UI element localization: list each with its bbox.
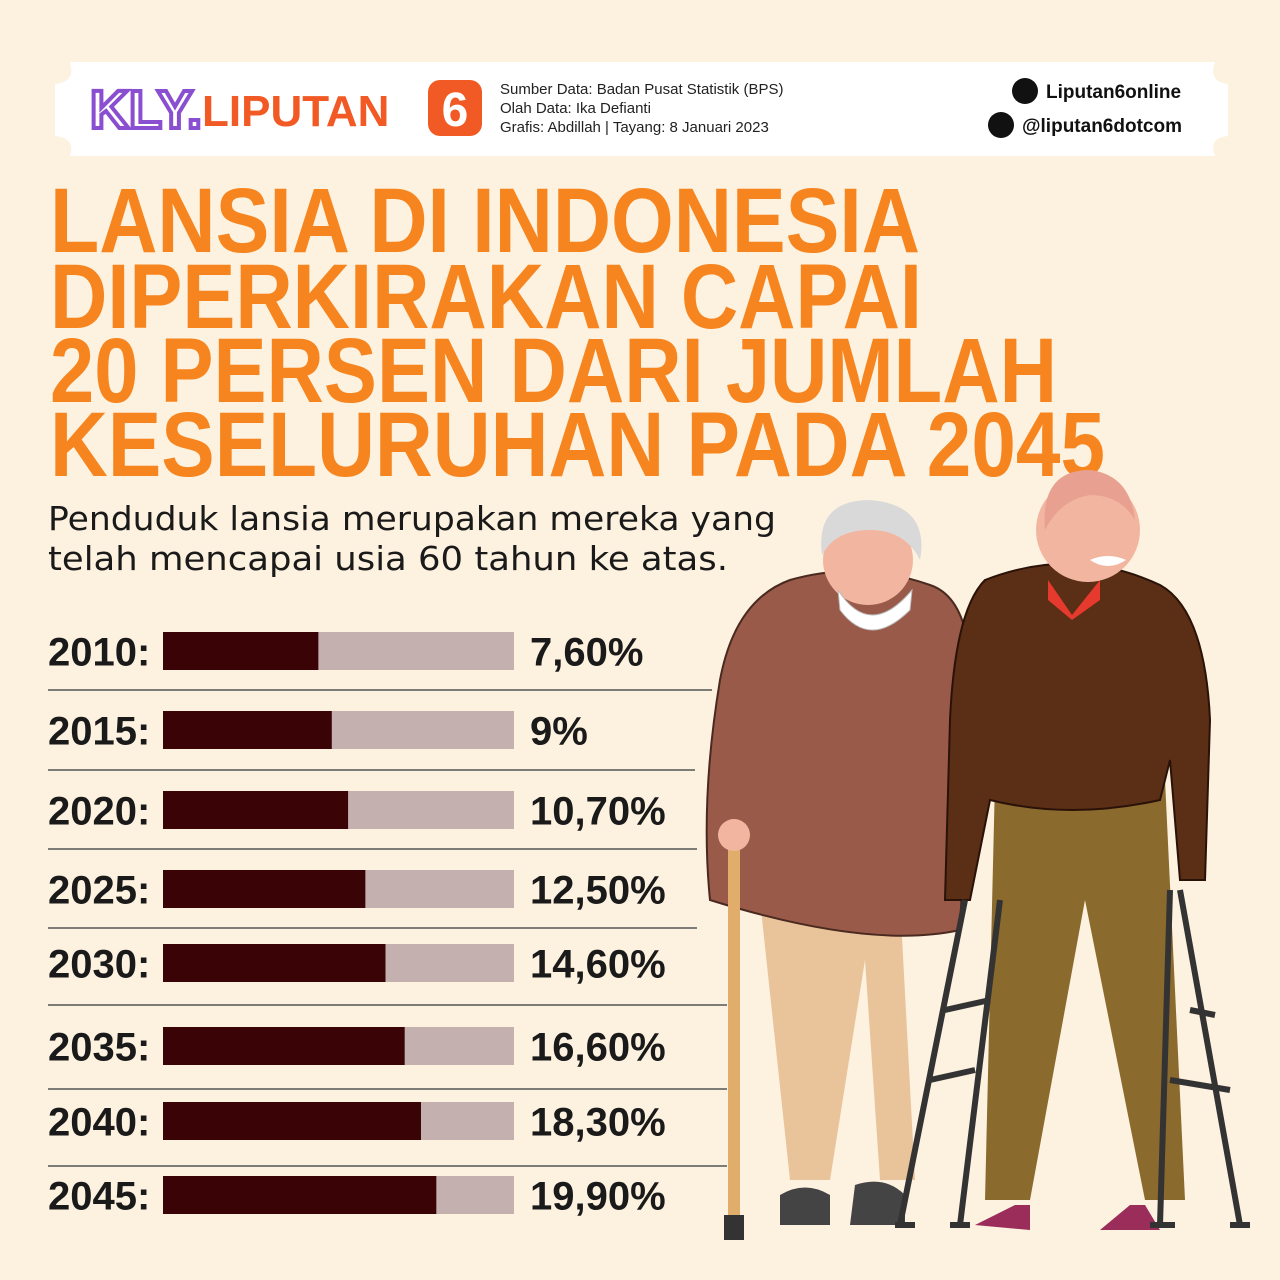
y-tick-label: 2010:: [48, 631, 150, 675]
illustration: [705, 470, 1250, 1240]
facebook-icon: [1012, 78, 1038, 104]
value-label: 19,90%: [530, 1175, 666, 1219]
source-line: Olah Data: Ika Defianti: [500, 100, 651, 117]
brand-liputan: LIPUTAN: [202, 87, 389, 136]
value-label: 14,60%: [530, 943, 666, 987]
source-line: Grafis: Abdillah | Tayang: 8 Januari 202…: [500, 119, 769, 136]
brand-kly: KLY.: [90, 80, 202, 140]
header-panel: [55, 62, 1228, 156]
bar: [163, 870, 366, 908]
twitter-icon: [988, 112, 1014, 138]
facebook-handle: Liputan6online: [1046, 82, 1181, 103]
chart-title: LANSIA DI INDONESIA: [50, 170, 920, 272]
chart-title: DIPERKIRAKAN CAPAI: [50, 246, 922, 348]
y-tick-label: 2040:: [48, 1101, 150, 1145]
y-tick-label: 2035:: [48, 1026, 150, 1070]
bar-chart: 2010: 7,60% 2015: 9% 2020: 10,70% 2025: 12,50% 2…: [48, 631, 727, 1219]
y-tick-label: 2020:: [48, 790, 150, 834]
y-tick-label: 2030:: [48, 943, 150, 987]
bar: [163, 711, 332, 749]
twitter-handle: @liputan6dotcom: [1022, 116, 1182, 137]
bar: [163, 632, 319, 670]
y-tick-label: 2025:: [48, 869, 150, 913]
bar: [163, 791, 349, 829]
value-label: 9%: [530, 710, 588, 754]
brand-badge: [428, 80, 482, 136]
subtitle: telah mencapai usia 60 tahun ke atas.: [48, 539, 728, 578]
source-line: Sumber Data: Badan Pusat Statistik (BPS): [500, 81, 783, 98]
value-label: 10,70%: [530, 790, 666, 834]
bar: [163, 1176, 437, 1214]
value-label: 16,60%: [530, 1026, 666, 1070]
subtitle: Penduduk lansia merupakan mereka yang: [48, 499, 776, 538]
bar: [163, 1102, 421, 1140]
chart-title: 20 PERSEN DARI JUMLAH: [50, 320, 1057, 422]
brand-six: 6: [442, 84, 469, 137]
value-label: 18,30%: [530, 1101, 666, 1145]
bar: [163, 944, 386, 982]
chart-title: KESELURUHAN PADA 2045: [50, 394, 1105, 496]
value-label: 12,50%: [530, 869, 666, 913]
y-tick-label: 2045:: [48, 1175, 150, 1219]
bar: [163, 1027, 405, 1065]
value-label: 7,60%: [530, 631, 643, 675]
y-tick-label: 2015:: [48, 710, 150, 754]
